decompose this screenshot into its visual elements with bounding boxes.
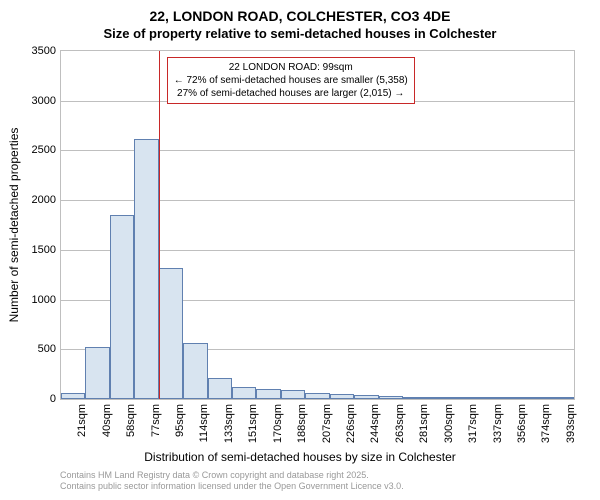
y-tick-label: 3000 bbox=[0, 95, 56, 107]
x-tick-label: 337sqm bbox=[492, 404, 504, 443]
histogram-bar bbox=[232, 387, 256, 399]
histogram-bar bbox=[305, 393, 329, 399]
y-tick-label: 500 bbox=[0, 343, 56, 355]
x-tick-label: 281sqm bbox=[418, 404, 430, 443]
histogram-bar bbox=[134, 139, 158, 400]
x-tick-label: 188sqm bbox=[296, 404, 308, 443]
x-tick-label: 263sqm bbox=[394, 404, 406, 443]
x-tick-label: 114sqm bbox=[198, 404, 210, 442]
histogram-bar bbox=[379, 396, 403, 399]
histogram-bar bbox=[61, 393, 85, 399]
x-axis-label: Distribution of semi-detached houses by … bbox=[0, 450, 600, 464]
histogram-bar bbox=[427, 397, 451, 399]
x-tick-label: 151sqm bbox=[247, 404, 259, 443]
footer-line-2: Contains public sector information licen… bbox=[60, 481, 404, 492]
y-tick-label: 2500 bbox=[0, 144, 56, 156]
histogram-bar bbox=[110, 215, 134, 399]
histogram-bar bbox=[501, 397, 525, 399]
footer-line-1: Contains HM Land Registry data © Crown c… bbox=[60, 470, 404, 481]
x-tick-label: 300sqm bbox=[443, 404, 455, 443]
x-tick-label: 374sqm bbox=[540, 404, 552, 443]
y-tick-label: 1500 bbox=[0, 244, 56, 256]
x-axis-ticks: 21sqm 40sqm 58sqm 77sqm 95sqm 114sqm 133sqm 151… bbox=[60, 400, 575, 450]
histogram-chart: 22, LONDON ROAD, COLCHESTER, CO3 4DE Siz… bbox=[0, 0, 600, 500]
x-tick-label: 226sqm bbox=[345, 404, 357, 443]
annotation-line-1: 22 LONDON ROAD: 99sqm bbox=[174, 61, 408, 74]
histogram-bar bbox=[354, 395, 378, 399]
x-tick-label: 356sqm bbox=[516, 404, 528, 443]
histogram-bar bbox=[476, 397, 500, 399]
x-tick-label: 58sqm bbox=[125, 404, 137, 437]
x-tick-label: 21sqm bbox=[76, 404, 88, 437]
plot-area: 22 LONDON ROAD: 99sqm← 72% of semi-detac… bbox=[60, 50, 575, 400]
histogram-bar bbox=[550, 397, 574, 399]
histogram-bar bbox=[330, 394, 354, 399]
x-tick-label: 244sqm bbox=[369, 404, 381, 443]
y-tick-label: 2000 bbox=[0, 194, 56, 206]
x-tick-label: 77sqm bbox=[150, 404, 162, 437]
chart-title-main: 22, LONDON ROAD, COLCHESTER, CO3 4DE bbox=[0, 8, 600, 24]
histogram-bar bbox=[159, 268, 183, 399]
x-tick-label: 207sqm bbox=[321, 404, 333, 443]
histogram-bar bbox=[85, 347, 109, 399]
histogram-bar bbox=[208, 378, 232, 399]
x-tick-label: 133sqm bbox=[223, 404, 235, 443]
x-tick-label: 40sqm bbox=[101, 404, 113, 437]
x-tick-label: 95sqm bbox=[174, 404, 186, 437]
annotation-line-2: ← 72% of semi-detached houses are smalle… bbox=[174, 74, 408, 87]
x-tick-label: 170sqm bbox=[272, 404, 284, 443]
y-tick-label: 3500 bbox=[0, 45, 56, 57]
footer-attribution: Contains HM Land Registry data © Crown c… bbox=[60, 470, 404, 492]
histogram-bar bbox=[525, 397, 549, 399]
property-marker-line bbox=[159, 51, 160, 399]
histogram-bar bbox=[281, 390, 305, 399]
histogram-bar bbox=[183, 343, 207, 399]
annotation-box: 22 LONDON ROAD: 99sqm← 72% of semi-detac… bbox=[167, 57, 415, 104]
x-tick-label: 317sqm bbox=[467, 404, 479, 443]
histogram-bar bbox=[403, 397, 427, 399]
y-tick-label: 1000 bbox=[0, 294, 56, 306]
histogram-bar bbox=[256, 389, 280, 399]
annotation-line-3: 27% of semi-detached houses are larger (… bbox=[174, 87, 408, 100]
histogram-bar bbox=[452, 397, 476, 399]
x-tick-label: 393sqm bbox=[565, 404, 577, 443]
chart-title-sub: Size of property relative to semi-detach… bbox=[0, 26, 600, 41]
y-axis-ticks: 0500100015002000250030003500 bbox=[0, 50, 56, 400]
y-tick-label: 0 bbox=[0, 393, 56, 405]
